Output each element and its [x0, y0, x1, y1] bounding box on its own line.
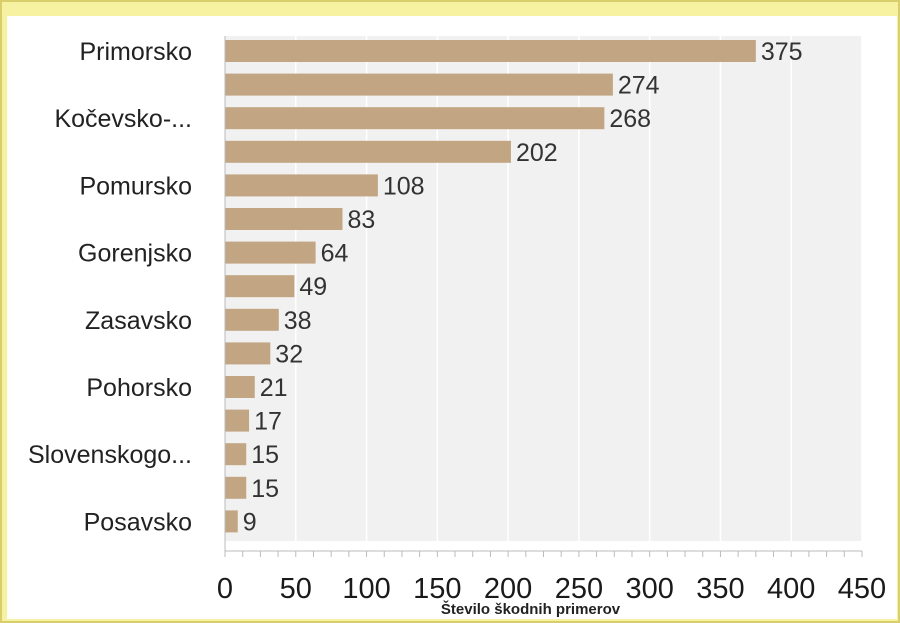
bars: [225, 40, 756, 533]
x-axis: [224, 36, 863, 557]
bar: [225, 308, 279, 331]
x-tick-label: 400: [767, 573, 815, 605]
value-label: 202: [516, 139, 558, 167]
x-tick-label: 250: [555, 573, 603, 605]
value-label: 38: [284, 307, 312, 335]
bar: [225, 208, 343, 230]
value-label: 9: [243, 508, 257, 536]
bar: [225, 40, 756, 62]
x-tick-label: 100: [342, 573, 390, 605]
bar: [225, 241, 316, 264]
chart-card: Primorsko Kočevsko-... Pomursko Gorenjsko Za…: [7, 16, 897, 619]
bar: [225, 476, 247, 499]
category-labels: Primorsko Kočevsko-... Pomursko Gorenjsko Za…: [28, 38, 192, 536]
bar: [225, 510, 238, 533]
x-tick-label: 350: [696, 573, 744, 605]
x-axis-title: Število škodnih primerov: [441, 600, 621, 618]
category-label: Primorsko: [79, 38, 192, 66]
x-tick-labels: 0 50 100 150 200 250 300 350 400 450: [217, 573, 886, 605]
value-label: 375: [761, 38, 803, 66]
value-label: 64: [321, 240, 349, 268]
category-label: Pomursko: [79, 172, 192, 200]
category-label: Zasavsko: [85, 307, 192, 335]
value-label: 17: [254, 408, 282, 436]
value-label: 49: [299, 273, 327, 301]
bar: [225, 140, 511, 163]
value-label: 83: [347, 206, 375, 234]
category-label: Gorenjsko: [78, 240, 192, 268]
category-label: Pohorsko: [86, 374, 192, 402]
category-label: Posavsko: [84, 508, 192, 536]
bar: [225, 342, 271, 365]
x-tick-label: 50: [280, 573, 312, 605]
bar: [225, 409, 250, 432]
value-label: 32: [275, 340, 303, 368]
bar: [225, 174, 378, 197]
bar: [225, 107, 605, 130]
category-label: Kočevsko-...: [54, 105, 192, 133]
x-tick-label: 200: [484, 573, 532, 605]
value-labels: 375 274 268 202 108 83 64 49 38 32 21 17 15 15 9: [243, 38, 803, 536]
value-label: 274: [618, 72, 660, 100]
value-label: 15: [251, 441, 279, 469]
x-tick-label: 0: [217, 573, 233, 605]
bar-chart: Primorsko Kočevsko-... Pomursko Gorenjsko Za…: [28, 36, 886, 618]
bar: [225, 73, 613, 96]
value-label: 21: [260, 374, 288, 402]
category-label: Slovenskogo...: [28, 441, 192, 469]
value-label: 15: [251, 475, 279, 503]
bar: [225, 443, 247, 466]
value-label: 108: [383, 172, 425, 200]
value-label: 268: [609, 105, 651, 133]
bar: [225, 376, 255, 398]
x-tick-label: 300: [625, 573, 673, 605]
x-tick-label: 150: [413, 573, 461, 605]
x-tick-label: 450: [838, 573, 886, 605]
bar: [225, 275, 295, 298]
